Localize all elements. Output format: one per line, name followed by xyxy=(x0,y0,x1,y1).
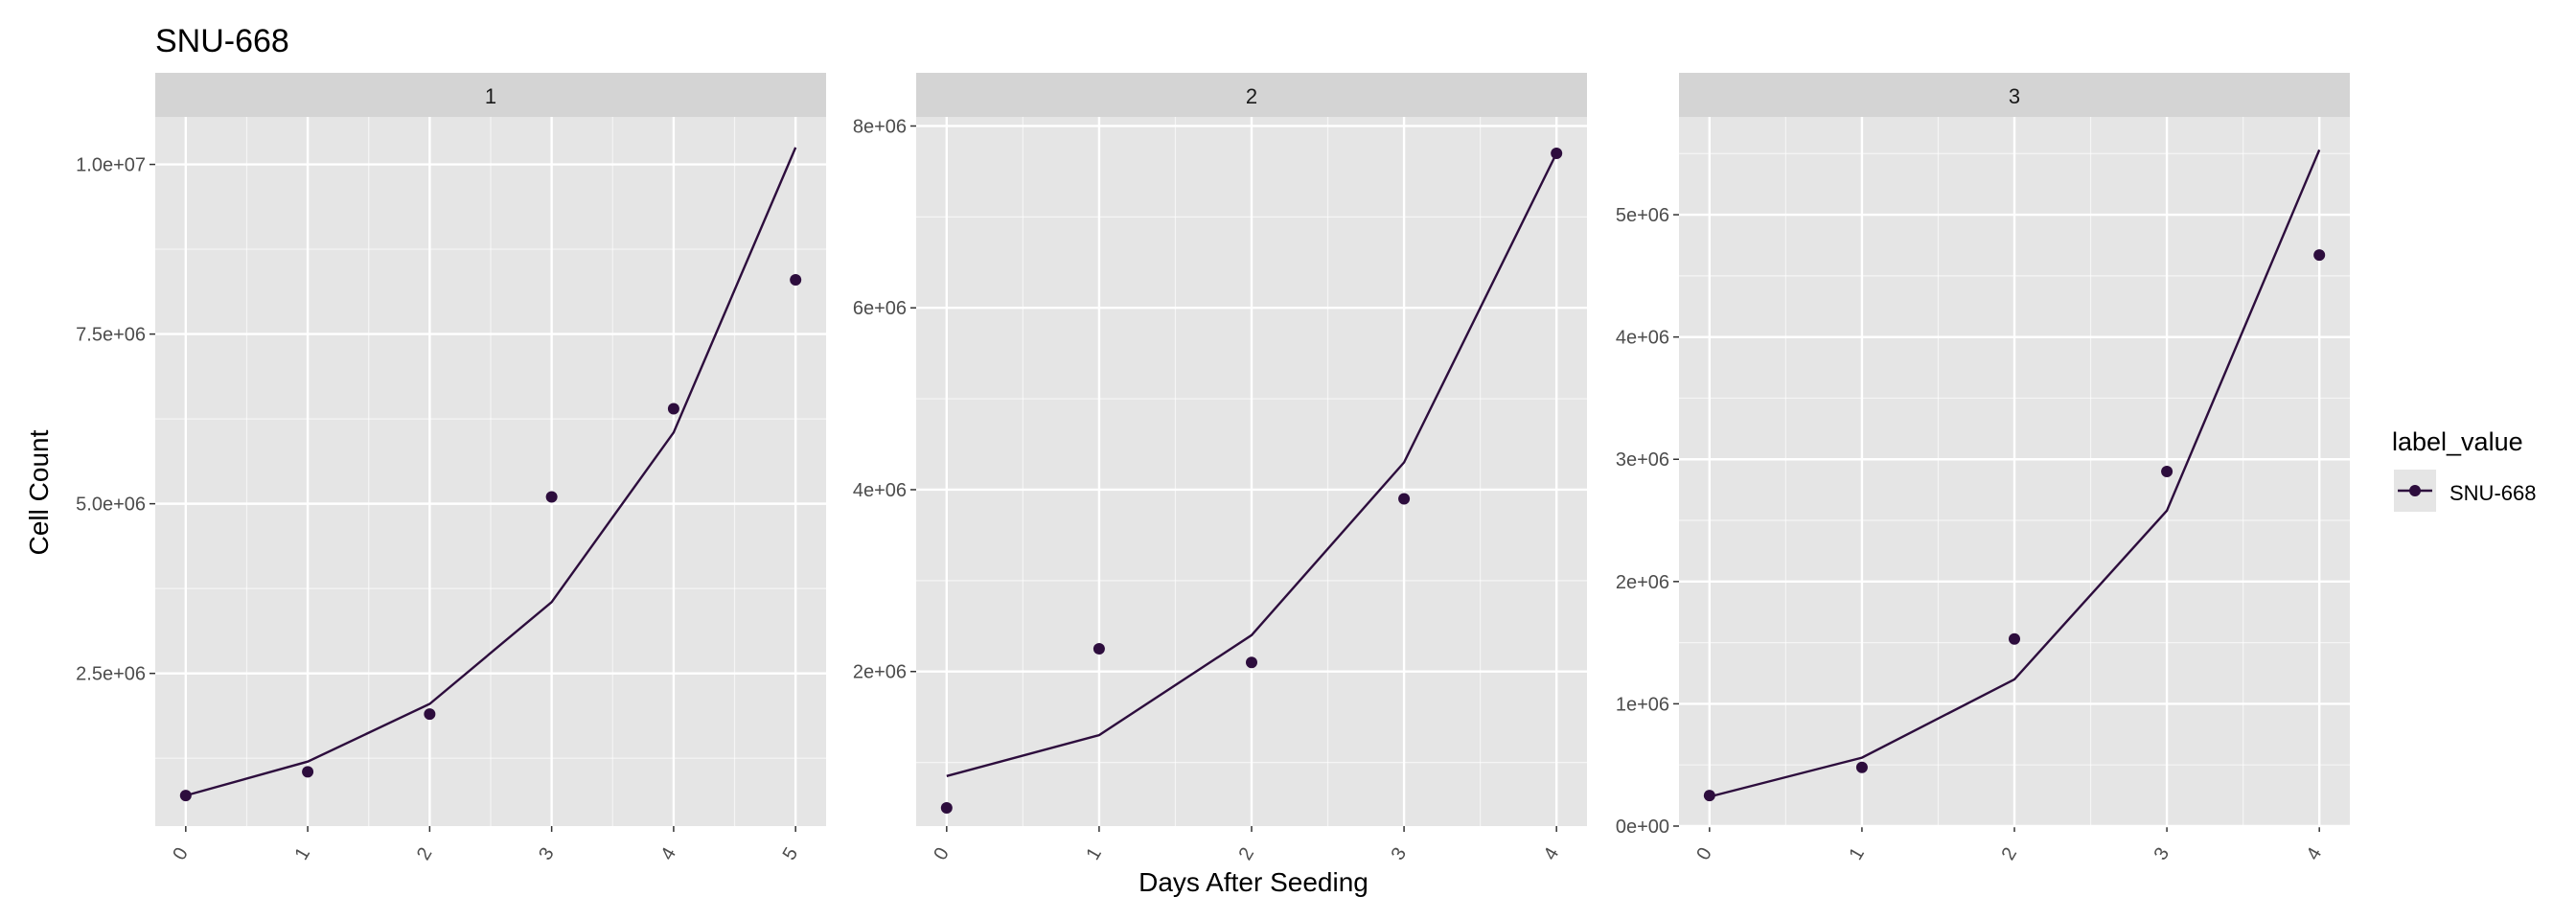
x-tick-label: 0 xyxy=(1692,844,1716,864)
x-tick-label: 0 xyxy=(169,844,193,864)
series-line-snu-668 xyxy=(946,152,1558,777)
data-point xyxy=(302,766,314,778)
x-tick-label: 2 xyxy=(413,844,437,864)
y-tick-label: 5e+06 xyxy=(1616,205,1669,226)
facet-strip-label: 2 xyxy=(1246,84,1257,108)
legend: label_value SNU-668 xyxy=(2392,427,2536,512)
y-tick-label: 2e+06 xyxy=(1616,572,1669,593)
data-point xyxy=(1092,643,1105,655)
y-axis-label: Cell Count xyxy=(24,429,54,555)
data-point xyxy=(1246,656,1257,669)
y-tick-label: 6e+06 xyxy=(853,298,907,319)
x-tick-label: 3 xyxy=(535,844,559,864)
x-tick-label: 1 xyxy=(291,844,315,864)
data-point xyxy=(1703,790,1715,802)
x-tick-label: 1 xyxy=(1845,844,1869,864)
y-tick-label: 5.0e+06 xyxy=(76,494,146,516)
x-tick-label: 4 xyxy=(656,844,680,864)
x-tick-label: 5 xyxy=(779,844,803,864)
data-point xyxy=(1855,761,1868,773)
data-point xyxy=(790,273,802,286)
x-tick-label: 3 xyxy=(1388,844,1412,864)
x-tick-label: 1 xyxy=(1082,844,1106,864)
data-point xyxy=(2009,632,2020,645)
x-tick-label: 4 xyxy=(2303,844,2327,864)
y-tick-label: 1e+06 xyxy=(1616,694,1669,715)
y-tick-label: 4e+06 xyxy=(1616,328,1669,349)
x-tick-label: 2 xyxy=(1997,844,2021,864)
facet-strip xyxy=(155,73,826,117)
data-point xyxy=(2161,466,2174,477)
data-point xyxy=(545,491,558,503)
data-point xyxy=(424,708,436,721)
facet-strip-label: 3 xyxy=(2009,84,2020,108)
facet-strip-label: 1 xyxy=(485,84,496,108)
facet-panel-3: 3 0 1 2 3 4 0e+00 1e+06 2e+06 3e+06 4e+06 5e+06 xyxy=(1616,73,2350,863)
legend-key-point xyxy=(2409,485,2421,496)
facet-strip xyxy=(1679,73,2350,117)
series-line-snu-668 xyxy=(1709,149,2321,798)
facet-strip xyxy=(916,73,1587,117)
series-line-snu-668 xyxy=(185,147,797,797)
x-tick-label: 3 xyxy=(2150,844,2174,864)
data-point xyxy=(179,790,192,802)
legend-entry-label: SNU-668 xyxy=(2450,481,2536,505)
y-tick-label: 0e+00 xyxy=(1616,816,1669,838)
data-point xyxy=(2313,249,2326,262)
y-tick-label: 2e+06 xyxy=(853,662,907,683)
chart-title: SNU-668 xyxy=(155,23,289,59)
y-tick-label: 2.5e+06 xyxy=(76,664,146,685)
legend-title: label_value xyxy=(2392,427,2523,456)
y-tick-label: 8e+06 xyxy=(853,116,907,137)
y-tick-label: 7.5e+06 xyxy=(76,325,146,346)
facet-panel-2: 2 0 1 2 3 4 2e+06 4e+06 6e+06 8e+06 xyxy=(853,73,1587,863)
y-tick-label: 1.0e+07 xyxy=(76,155,146,176)
data-point xyxy=(667,402,679,415)
x-axis-label: Days After Seeding xyxy=(1138,867,1368,897)
x-tick-label: 2 xyxy=(1234,844,1258,864)
data-point xyxy=(1398,493,1411,505)
data-point xyxy=(1551,147,1563,159)
facet-panel-1: 1 0 1 2 3 4 5 2.5e+06 5.0e+06 7.5e+06 1.0e+07 xyxy=(76,73,826,863)
y-tick-label: 4e+06 xyxy=(853,480,907,501)
x-tick-label: 0 xyxy=(930,844,954,864)
y-tick-label: 3e+06 xyxy=(1616,449,1669,471)
data-point xyxy=(940,802,953,815)
x-tick-label: 4 xyxy=(1540,844,1564,864)
